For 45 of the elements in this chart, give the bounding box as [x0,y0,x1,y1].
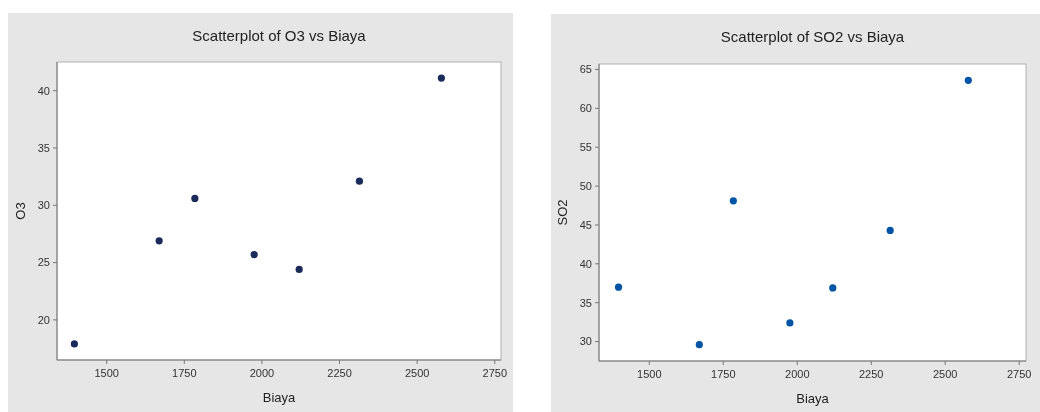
y-tick-label: 40 [37,84,50,97]
y-tick-label: 45 [579,218,592,231]
y-tick-label: 55 [579,141,592,154]
x-axis-title: Biaya [262,390,297,405]
y-tick-label: 20 [37,313,50,326]
point [729,197,737,205]
x-tick-label: 2500 [404,367,430,379]
point [695,341,703,349]
y-tick-label: 65 [579,63,592,76]
point [886,226,894,234]
y-tick-label: 35 [579,296,592,309]
y-tick-label: 30 [579,335,592,348]
x-tick-label: 1500 [94,367,119,379]
y-tick-label: 50 [579,179,592,192]
y-tick-label: 30 [37,199,50,212]
point [250,250,258,259]
point [355,177,364,185]
point [437,74,445,82]
point [786,319,794,327]
point [295,265,303,274]
y-axis-title: O3 [13,202,28,220]
y-tick-label: 25 [37,256,50,269]
chart-title: Scatterplot of O3 vs Biaya [192,27,367,44]
x-tick-label: 2250 [327,367,352,379]
x-axis-title: Biaya [796,391,830,406]
x-tick-label: 2000 [249,367,275,379]
y-axis-title: SO2 [555,199,570,226]
point [829,284,837,292]
x-tick-label: 2500 [932,368,958,380]
point [964,76,972,84]
x-tick-label: 2750 [1006,368,1032,380]
x-tick-label: 1750 [711,368,736,380]
chart-title: Scatterplot of SO2 vs Biaya [720,28,905,45]
point [614,283,623,291]
y-tick-label: 40 [579,257,592,270]
x-tick-label: 1750 [172,367,197,379]
y-tick-label: 60 [579,102,592,115]
point [191,194,199,202]
x-tick-label: 2750 [482,367,508,379]
x-tick-label: 2250 [859,368,884,380]
point [155,237,163,245]
y-tick-label: 35 [37,141,50,154]
x-tick-label: 2000 [785,368,810,380]
x-tick-label: 1500 [637,368,662,380]
point [70,340,78,348]
